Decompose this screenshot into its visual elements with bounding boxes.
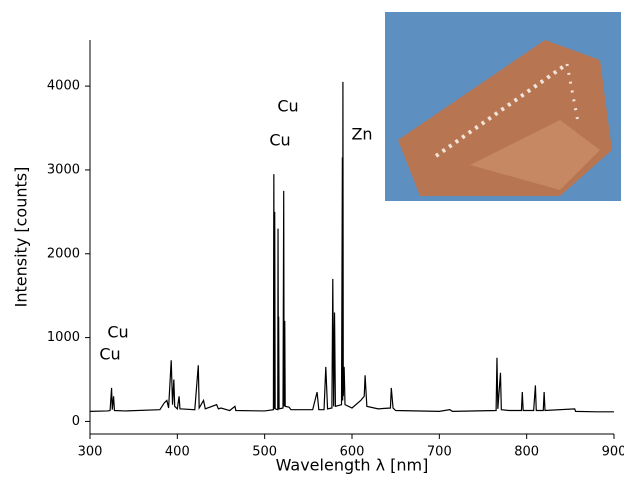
annotation: Cu xyxy=(269,131,290,150)
y-tick-label: 0 xyxy=(72,414,80,429)
x-tick-label: 400 xyxy=(165,445,190,460)
y-tick-label: 2000 xyxy=(47,246,80,261)
x-tick-label: 600 xyxy=(340,445,365,460)
spectrum-line xyxy=(89,81,614,413)
x-tick-label: 900 xyxy=(602,445,624,460)
annotation: Cu xyxy=(107,323,128,342)
annotation: Zn xyxy=(351,125,372,144)
plate-highlight xyxy=(470,120,600,190)
x-axis-label: Wavelength λ [nm] xyxy=(276,456,429,475)
y-tick-label: 3000 xyxy=(47,162,80,177)
x-tick-label: 500 xyxy=(252,445,277,460)
annotation: Cu xyxy=(277,97,298,116)
x-tick-label: 700 xyxy=(427,445,452,460)
y-axis-label: Intensity [counts] xyxy=(12,167,31,308)
y-tick-label: 1000 xyxy=(47,330,80,345)
x-tick-label: 300 xyxy=(78,445,103,460)
inset-photo xyxy=(385,12,621,201)
dot-row xyxy=(565,63,580,123)
x-tick-label: 800 xyxy=(514,445,539,460)
dot-row xyxy=(434,62,569,158)
annotation: Cu xyxy=(99,345,120,364)
y-tick-label: 4000 xyxy=(47,79,80,94)
